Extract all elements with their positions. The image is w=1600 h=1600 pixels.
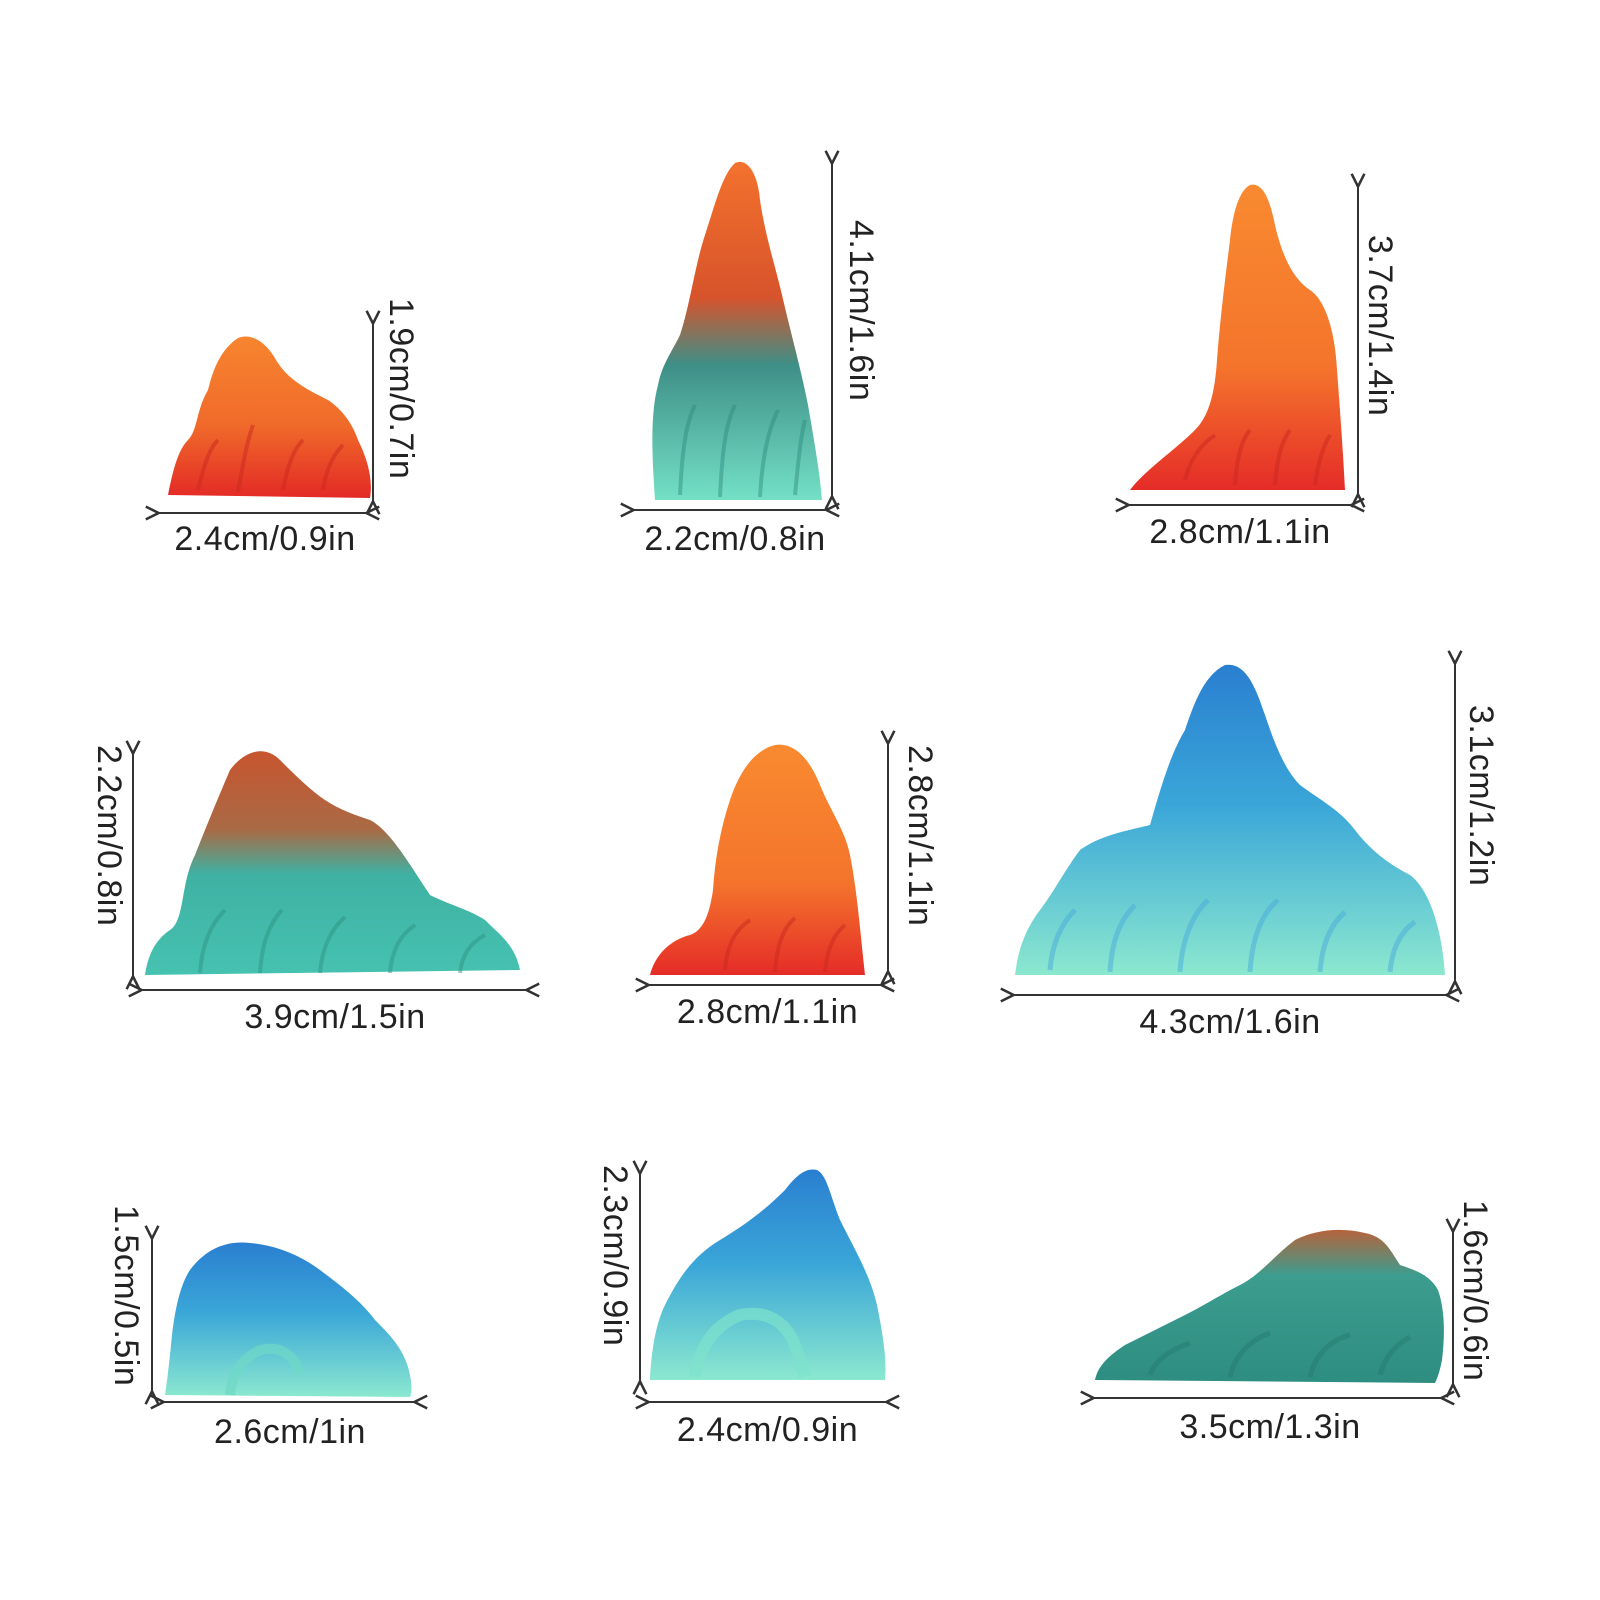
height-label: 3.7cm/1.4in (1361, 235, 1399, 417)
mountain-figurine-8 (650, 1169, 886, 1380)
mountain-figurine-1 (168, 336, 371, 498)
width-label: 2.4cm/0.9in (676, 1411, 859, 1449)
mountain-figurine-7 (165, 1242, 412, 1397)
mountain-figurine-6 (1015, 664, 1445, 975)
width-label: 2.8cm/1.1in (1149, 513, 1331, 551)
width-label: 4.3cm/1.6in (1139, 1003, 1321, 1041)
width-label: 3.5cm/1.3in (1179, 1408, 1361, 1446)
mountain-item-1: 2.4cm/0.9in 1.9cm/0.7in (150, 290, 420, 560)
mountain-item-9: 3.5cm/1.3in 1.6cm/0.6in (1090, 1200, 1510, 1465)
mountain-item-4: 3.9cm/1.5in 2.2cm/0.8in (90, 745, 540, 1045)
width-label: 3.9cm/1.5in (244, 998, 426, 1036)
height-label: 3.1cm/1.2in (1462, 705, 1500, 887)
mountain-item-6: 4.3cm/1.6in 3.1cm/1.2in (1010, 660, 1500, 1050)
width-label: 2.2cm/0.8in (644, 520, 826, 558)
mountain-figurine-4 (145, 751, 520, 975)
mountain-item-5: 2.8cm/1.1in 2.8cm/1.1in (645, 735, 945, 1045)
height-label: 1.9cm/0.7in (382, 298, 420, 480)
mountain-item-3: 2.8cm/1.1in 3.7cm/1.4in (1125, 175, 1405, 565)
height-label: 2.3cm/0.9in (596, 1165, 634, 1347)
mountain-item-2: 2.2cm/0.8in 4.1cm/1.6in (630, 150, 890, 570)
width-label: 2.8cm/1.1in (676, 993, 859, 1031)
mountain-figurine-2 (652, 161, 822, 501)
mountain-figurine-3 (1130, 184, 1345, 490)
mountain-figurine-5 (650, 744, 865, 975)
height-label: 1.6cm/0.6in (1456, 1200, 1494, 1382)
height-label: 4.1cm/1.6in (842, 220, 880, 402)
height-label: 2.2cm/0.8in (90, 745, 128, 927)
mountain-item-8: 2.4cm/0.9in 2.3cm/0.9in (596, 1165, 910, 1465)
height-label: 2.8cm/1.1in (901, 745, 939, 927)
mountain-item-7: 2.6cm/1in 1.5cm/0.5in (105, 1205, 435, 1465)
mountain-figurine-9 (1095, 1229, 1444, 1383)
width-label: 2.4cm/0.9in (174, 520, 356, 558)
width-label: 2.6cm/1in (214, 1413, 366, 1451)
height-label: 1.5cm/0.5in (107, 1205, 145, 1387)
